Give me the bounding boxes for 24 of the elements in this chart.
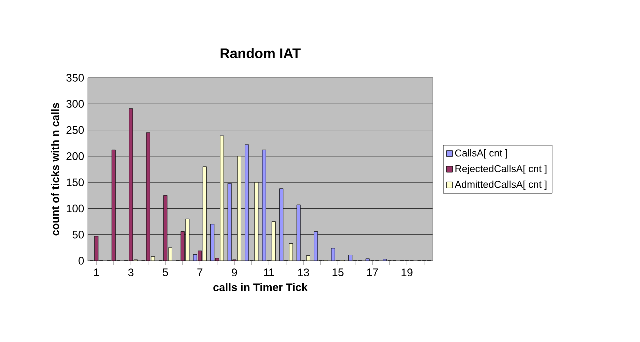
legend-label: CallsA[ cnt ] — [455, 149, 508, 159]
y-tick-label: 0 — [78, 257, 84, 265]
x-tick-label: 3 — [128, 268, 134, 277]
x-tick-label: 17 — [367, 268, 378, 276]
x-axis-title: calls in Timer Tick — [214, 283, 308, 292]
y-tick-label: 350 — [66, 74, 84, 82]
x-tick-label: 5 — [163, 268, 168, 276]
legend-label: RejectedCallsA[ cnt ] — [456, 165, 547, 174]
x-tick-label: 7 — [198, 268, 203, 276]
y-tick-label: 100 — [67, 204, 84, 213]
y-axis-title: count of ticks with n calls — [51, 103, 60, 236]
x-tick-label: 11 — [264, 268, 274, 276]
y-tick-label: 150 — [67, 178, 84, 186]
x-tick-label: 9 — [232, 268, 238, 277]
chart-title: Random IAT — [220, 48, 301, 59]
x-tick-label: 15 — [332, 268, 344, 276]
y-tick-label: 250 — [66, 126, 84, 134]
x-tick-label: 13 — [298, 268, 310, 277]
y-tick-label: 300 — [66, 100, 84, 108]
x-tick-label: 19 — [402, 268, 413, 277]
y-tick-label: 200 — [66, 152, 84, 160]
y-tick-label: 50 — [72, 230, 84, 239]
legend-label: AdmittedCallsA[ cnt ] — [454, 180, 547, 190]
x-tick-label: 1 — [94, 268, 100, 276]
